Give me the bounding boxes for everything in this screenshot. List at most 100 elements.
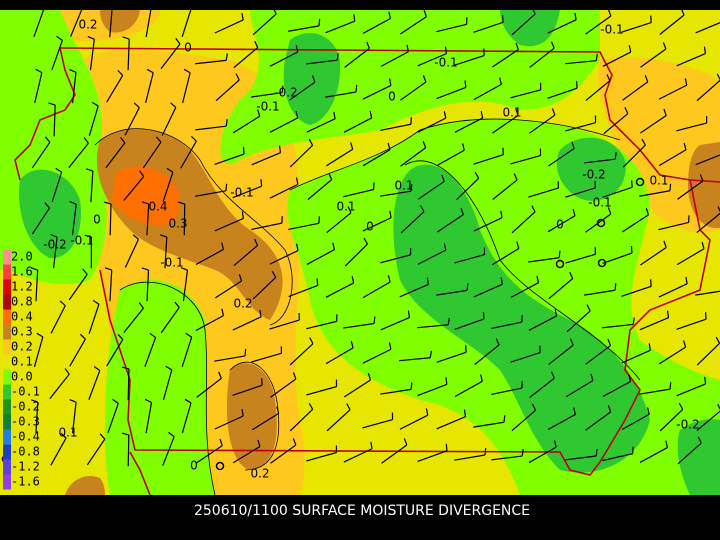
legend-label: 0.2 xyxy=(11,340,33,354)
wind-barb-flag xyxy=(35,68,43,74)
wind-barb-flag xyxy=(550,41,555,49)
wind-barb-flag xyxy=(388,342,392,350)
wind-barb-flag xyxy=(59,300,66,307)
wind-barb-flag xyxy=(44,202,50,209)
wind-barb-flag xyxy=(308,402,314,410)
wind-barb-flag xyxy=(447,317,451,325)
wind-barb-flag xyxy=(423,9,427,17)
wind-barb xyxy=(436,289,468,296)
wind-barb xyxy=(436,23,467,33)
wind-barb xyxy=(696,79,720,102)
state-border xyxy=(59,47,720,183)
wind-barb xyxy=(33,336,44,368)
legend-label: 1.6 xyxy=(11,265,33,279)
wind-barb-flag xyxy=(387,275,391,283)
legend-label: 0.1 xyxy=(11,355,33,369)
wind-barb xyxy=(417,53,447,67)
wind-barb-flag xyxy=(244,348,247,357)
wind-barb xyxy=(123,176,145,201)
state-borders xyxy=(14,47,720,496)
wind-barb-flag xyxy=(684,78,688,86)
wind-barb xyxy=(547,87,578,99)
wind-barb xyxy=(270,444,297,464)
wind-barb-flag xyxy=(644,75,649,83)
wind-barb-flag xyxy=(669,183,672,191)
wind-barb-flag xyxy=(410,184,413,192)
wind-barb-flag xyxy=(554,308,558,317)
wind-barb xyxy=(474,344,500,365)
wind-barb xyxy=(49,373,70,400)
wind-barb xyxy=(454,380,483,398)
wind-barb-flag xyxy=(607,405,612,413)
wind-barb xyxy=(528,315,557,331)
wind-barb-flag xyxy=(607,9,612,17)
wind-barb-flag xyxy=(254,40,259,48)
wind-barb-flag xyxy=(309,337,314,344)
wind-barb-flag xyxy=(177,201,185,205)
field-green xyxy=(283,32,341,125)
field-brown xyxy=(65,475,105,495)
wind-barb xyxy=(69,338,86,367)
wind-barb-flag xyxy=(351,275,355,284)
wind-barb-flag xyxy=(503,415,506,423)
wind-barb-flag xyxy=(122,36,130,40)
wind-barb-flag xyxy=(614,152,617,160)
wind-barb xyxy=(288,284,318,298)
wind-barb-flag xyxy=(278,145,282,153)
wind-barb xyxy=(127,434,130,467)
wind-barb xyxy=(696,212,720,234)
footer-bar xyxy=(0,495,720,540)
wind-barb xyxy=(214,19,244,34)
wind-barb xyxy=(160,43,181,70)
wind-barb-flag xyxy=(669,382,672,390)
wind-barb xyxy=(437,214,464,233)
wind-barb xyxy=(289,81,316,101)
wind-barb xyxy=(362,149,391,167)
wind-barb-flag xyxy=(630,245,633,254)
wind-barb xyxy=(602,323,634,329)
contour-label: 0.2 xyxy=(250,467,269,481)
contour-label: -0.1 xyxy=(434,56,457,70)
wind-barb xyxy=(380,123,412,132)
wind-barb-flag xyxy=(180,266,188,271)
wind-barb xyxy=(677,180,704,200)
wind-barb xyxy=(326,212,352,234)
wind-barb xyxy=(640,48,667,68)
wind-barb xyxy=(145,402,153,434)
wind-barb-flag xyxy=(717,206,720,213)
wind-barb xyxy=(182,72,191,104)
wind-barb xyxy=(195,59,227,65)
wind-barb-flag xyxy=(185,2,192,8)
wind-barb xyxy=(510,352,541,363)
wind-barb-flag xyxy=(704,376,707,384)
wind-barb-flag xyxy=(139,170,145,177)
wind-barb-flag xyxy=(463,409,467,417)
wind-barb xyxy=(362,217,392,232)
wind-barb-flag xyxy=(370,441,373,449)
wind-barb-flag xyxy=(571,141,575,149)
wind-barb-flag xyxy=(574,12,577,20)
wind-barb xyxy=(146,269,150,302)
wind-barb xyxy=(529,377,555,398)
wind-barb-flag xyxy=(482,311,485,319)
wind-barb xyxy=(288,222,320,230)
wind-barb xyxy=(511,211,536,234)
wind-barb-flag xyxy=(595,448,598,457)
wind-barb xyxy=(454,454,486,461)
wind-barb xyxy=(195,248,224,266)
wind-barb-flag xyxy=(190,135,197,142)
station xyxy=(555,259,565,269)
wind-barb xyxy=(677,442,702,465)
wind-barb-flag xyxy=(225,119,228,127)
wind-barb xyxy=(325,20,355,34)
wind-barb xyxy=(214,217,244,232)
wind-barb xyxy=(306,249,335,265)
wind-barb xyxy=(491,321,522,330)
wind-barb xyxy=(71,402,77,434)
wind-barb-flag xyxy=(366,41,370,49)
wind-barb-flag xyxy=(69,69,77,73)
wind-barb xyxy=(182,270,189,302)
wind-barb-flag xyxy=(235,73,240,81)
wind-barb-flag xyxy=(645,208,650,216)
wind-barb xyxy=(344,243,368,267)
